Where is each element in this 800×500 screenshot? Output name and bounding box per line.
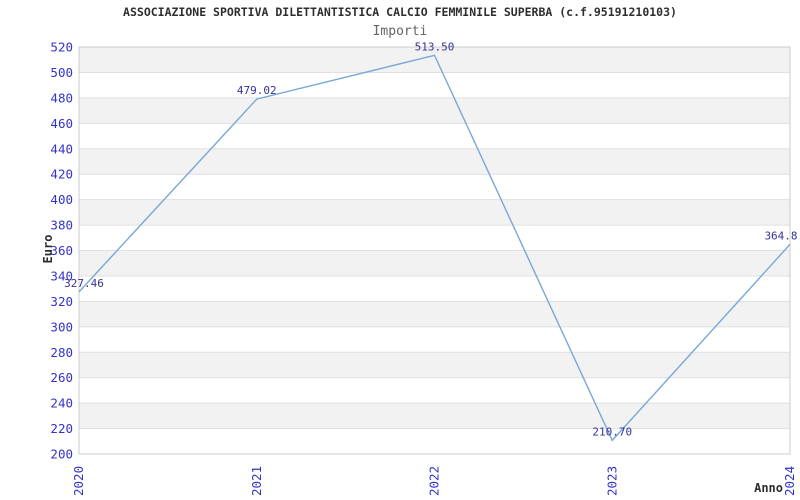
y-axis-title: Euro [41, 235, 55, 264]
chart-subtitle: Importi [372, 24, 428, 39]
x-tick-label: 2021 [249, 466, 264, 496]
point-label: 479.02 [237, 84, 277, 97]
y-tick-label: 300 [50, 319, 73, 334]
y-tick-label: 500 [50, 65, 73, 80]
point-label: 210.70 [592, 425, 632, 438]
plot-border [78, 46, 791, 455]
y-tick-label: 220 [50, 421, 73, 436]
x-tick-label: 2022 [427, 466, 442, 496]
plot-band [79, 47, 790, 73]
x-tick-label: 2024 [782, 466, 797, 496]
y-tick-label: 380 [50, 218, 73, 233]
y-tick-label: 460 [50, 116, 73, 131]
y-tick-label: 440 [50, 141, 73, 156]
y-tick-label: 360 [50, 243, 73, 258]
plot-band [79, 403, 790, 429]
plot-band [79, 250, 790, 276]
y-tick-label: 240 [50, 396, 73, 411]
y-tick-label: 200 [50, 447, 73, 462]
plot-band [79, 352, 790, 378]
point-label: 327.46 [64, 277, 104, 290]
point-label: 513.50 [415, 40, 455, 53]
plot-band [79, 148, 790, 175]
y-tick-label: 260 [50, 370, 73, 385]
y-tick-label: 520 [50, 40, 73, 55]
y-tick-label: 320 [50, 294, 73, 309]
x-tick-label: 2020 [71, 466, 86, 496]
y-tick-label: 340 [50, 268, 73, 283]
plot-band [79, 97, 790, 124]
chart-title: ASSOCIAZIONE SPORTIVA DILETTANTISTICA CA… [123, 5, 677, 19]
y-tick-label: 400 [50, 192, 73, 207]
y-tick-label: 280 [50, 345, 73, 360]
point-label: 364.8 [764, 229, 797, 242]
plot-band [79, 301, 790, 327]
x-tick-label: 2023 [604, 466, 619, 496]
y-tick-label: 420 [50, 167, 73, 182]
y-tick-label: 480 [50, 90, 73, 105]
data-line [78, 54, 791, 442]
x-axis-title: Anno [754, 481, 783, 495]
plot-band [79, 199, 790, 226]
